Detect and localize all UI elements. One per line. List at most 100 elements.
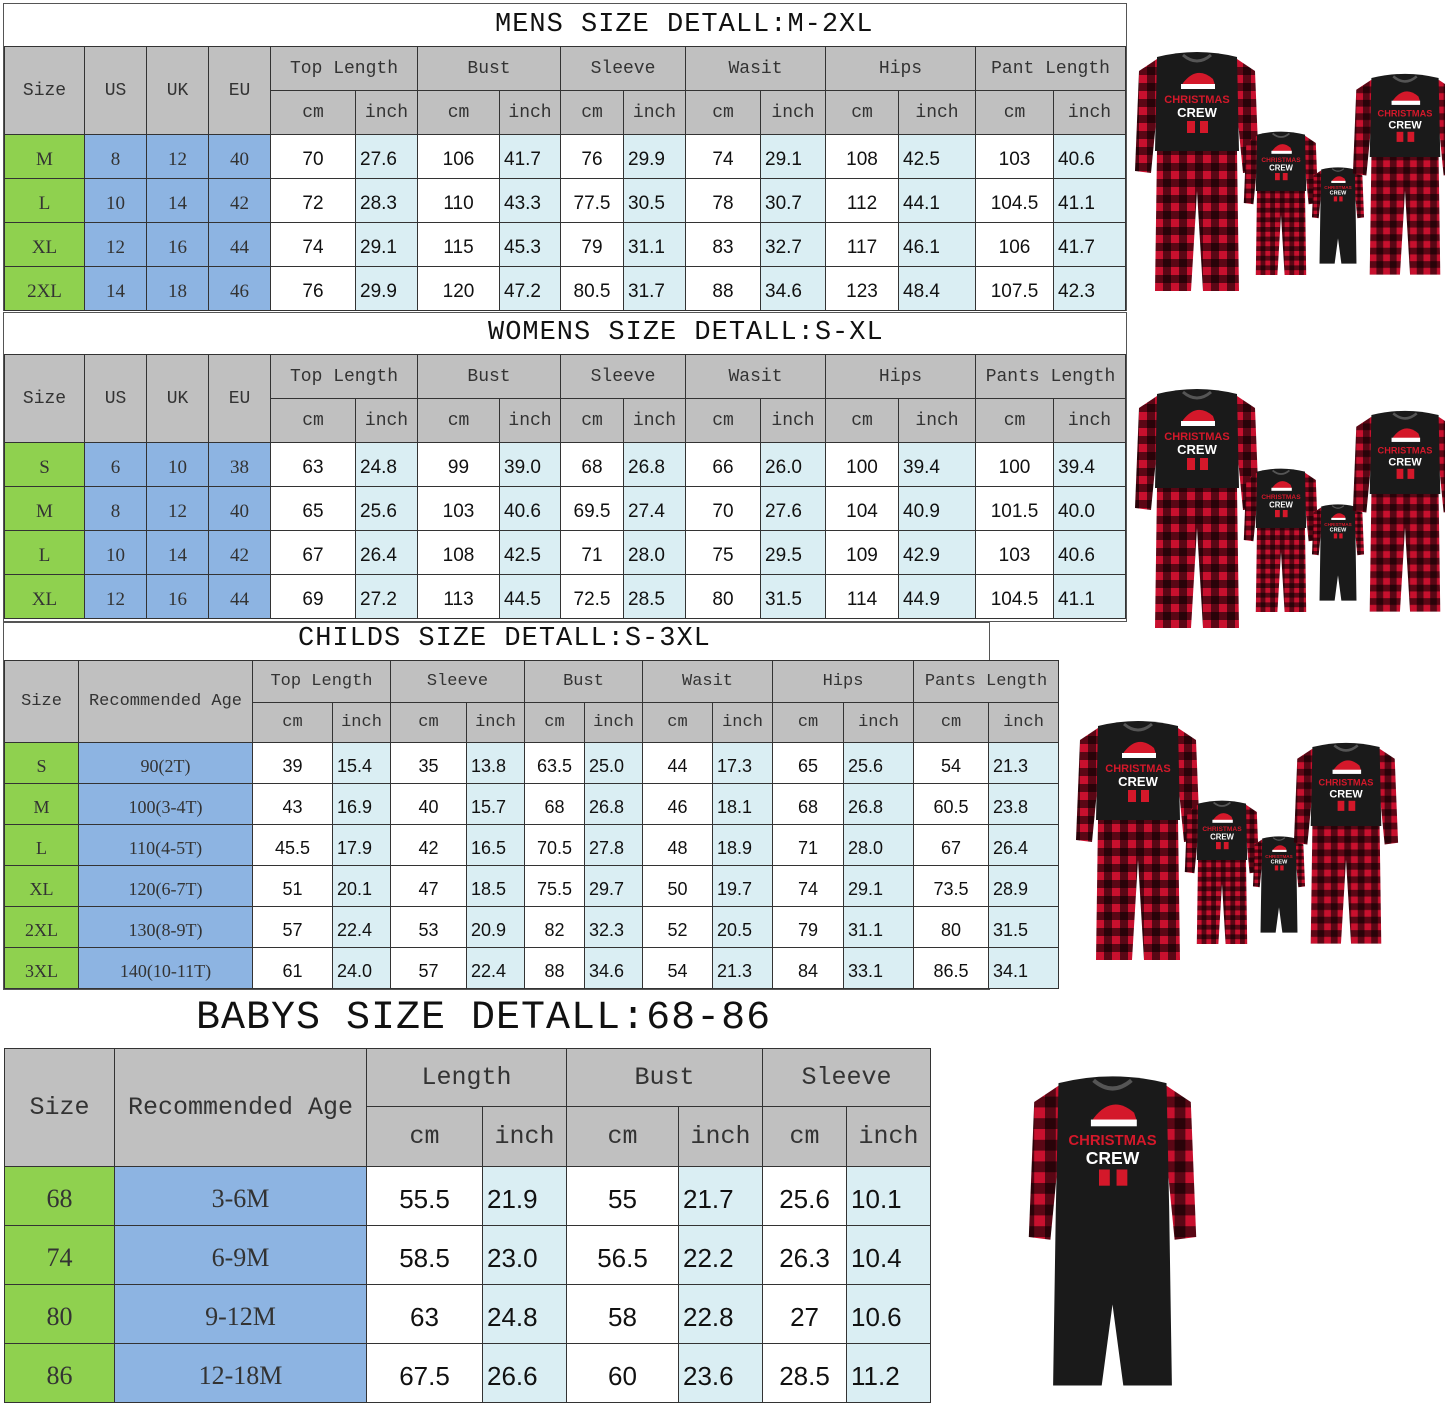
size-row: XL 12 16 44 74 29.1 115 45.3 79 31.1 83 32.7 117 46.1… — [4, 222, 1127, 267]
unit-header: inch — [678, 1106, 764, 1167]
cm-value: 42 — [390, 824, 467, 866]
childs-size-table: Size Recommended Age Top Length Sleeve Bust W… — [4, 660, 1060, 989]
cm-value: 55 — [566, 1166, 680, 1226]
inch-value: 19.7 — [711, 865, 774, 907]
unit-header: inch — [623, 398, 686, 443]
header-row: Size US UK EU Top Length Bust Sleeve Wasit Hips P… — [4, 354, 1127, 443]
inch-value: 26.6 — [481, 1343, 568, 1403]
inch-value: 29.5 — [759, 530, 827, 575]
unit-header: cm — [825, 90, 900, 135]
inch-value: 40.6 — [1053, 530, 1127, 575]
unit-header: cm — [762, 1106, 848, 1167]
inch-value: 44.9 — [898, 574, 977, 619]
cm-value: 46 — [642, 783, 713, 825]
svg-text:CREW: CREW — [1118, 774, 1158, 789]
size-cell: 86 — [4, 1343, 115, 1403]
inch-value: 34.1 — [988, 947, 1060, 989]
measurement-group-header: Sleeve — [762, 1048, 932, 1107]
size-cell: S — [4, 742, 79, 784]
size-cell: M — [4, 134, 85, 179]
size-cell: 3XL — [4, 947, 79, 989]
inch-value: 42.3 — [1053, 266, 1127, 311]
inch-value: 15.7 — [466, 783, 525, 825]
size-conversion-cell: 40 — [208, 486, 271, 531]
header-row: Size US UK EU Top Length Bust Sleeve Wasit Hips P… — [4, 46, 1127, 135]
cm-value: 104 — [825, 486, 900, 531]
cm-value: 75.5 — [524, 865, 585, 907]
unit-header: inch — [846, 1106, 932, 1167]
inch-value: 23.6 — [678, 1343, 764, 1403]
cm-value: 83 — [685, 222, 761, 267]
size-conversion-cell: 12 — [84, 574, 147, 619]
size-cell: 74 — [4, 1225, 115, 1285]
column-header: Size — [4, 660, 79, 743]
unit-header: inch — [466, 702, 525, 743]
age-cell: 120(6-7T) — [78, 865, 253, 907]
inch-value: 25.0 — [584, 742, 643, 784]
age-cell: 110(4-5T) — [78, 824, 253, 866]
cm-value: 100 — [825, 442, 900, 487]
svg-text:CREW: CREW — [1210, 833, 1234, 842]
cm-value: 114 — [825, 574, 900, 619]
cm-value: 52 — [642, 906, 713, 948]
inch-value: 26.0 — [759, 442, 827, 487]
unit-header: cm — [913, 702, 990, 743]
age-cell: 12-18M — [114, 1343, 367, 1403]
age-cell: 6-9M — [114, 1225, 367, 1285]
size-conversion-cell: 16 — [146, 222, 209, 267]
measurement-group-header: Sleeve — [560, 46, 686, 91]
inch-value: 31.5 — [759, 574, 827, 619]
cm-value: 106 — [975, 222, 1055, 267]
unit-header-row: cm inch cm inch cm inch cm inch cm inch cm inch — [5, 90, 1127, 135]
cm-value: 71 — [560, 530, 624, 575]
size-cell: 2XL — [4, 266, 85, 311]
inch-value: 39.4 — [1053, 442, 1127, 487]
inch-value: 42.5 — [898, 134, 977, 179]
measurement-group-header: Pants Length — [913, 660, 1060, 703]
inch-value: 40.6 — [499, 486, 561, 531]
column-header: US — [84, 354, 147, 443]
inch-value: 26.4 — [988, 824, 1060, 866]
size-row: S 6 10 38 63 24.8 99 39.0 68 26.8 66 26.0 100 39.4 100… — [4, 442, 1127, 487]
svg-text:CHRISTMAS: CHRISTMAS — [1378, 109, 1433, 119]
inch-value: 28.9 — [988, 865, 1060, 907]
cm-value: 63 — [366, 1284, 483, 1344]
inch-value: 48.4 — [898, 266, 977, 311]
inch-value: 10.6 — [846, 1284, 932, 1344]
inch-value: 45.3 — [499, 222, 561, 267]
cm-value: 73.5 — [913, 865, 990, 907]
cm-value: 117 — [825, 222, 900, 267]
cm-value: 27 — [762, 1284, 848, 1344]
cm-value: 68 — [524, 783, 585, 825]
size-conversion-cell: 6 — [84, 442, 147, 487]
svg-text:CREW: CREW — [1388, 456, 1422, 468]
mens-frame — [3, 3, 1127, 311]
size-row: 68 3-6M 55.5 21.9 55 21.7 25.6 10.1 — [4, 1166, 932, 1226]
cm-value: 112 — [825, 178, 900, 223]
size-cell: XL — [4, 222, 85, 267]
inch-value: 27.8 — [584, 824, 643, 866]
cm-value: 75 — [685, 530, 761, 575]
cm-value: 80 — [685, 574, 761, 619]
cm-value: 108 — [417, 530, 500, 575]
size-conversion-cell: 44 — [208, 574, 271, 619]
inch-value: 34.6 — [584, 947, 643, 989]
measurement-group-header: Sleeve — [560, 354, 686, 399]
cm-value: 25.6 — [762, 1166, 848, 1226]
cm-value: 67.5 — [366, 1343, 483, 1403]
svg-text:CHRISTMAS: CHRISTMAS — [1265, 854, 1292, 859]
inch-value: 29.1 — [759, 134, 827, 179]
cm-value: 55.5 — [366, 1166, 483, 1226]
inch-value: 31.7 — [623, 266, 686, 311]
cm-value: 65 — [270, 486, 356, 531]
unit-header: cm — [566, 1106, 680, 1167]
svg-text:CREW: CREW — [1329, 788, 1363, 800]
cm-value: 60 — [566, 1343, 680, 1403]
measurement-group-header: Bust — [417, 46, 561, 91]
size-conversion-cell: 42 — [208, 530, 271, 575]
cm-value: 113 — [417, 574, 500, 619]
measurement-group-header: Hips — [825, 46, 977, 91]
svg-text:CREW: CREW — [1330, 528, 1348, 534]
svg-text:CHRISTMAS: CHRISTMAS — [1261, 157, 1301, 164]
